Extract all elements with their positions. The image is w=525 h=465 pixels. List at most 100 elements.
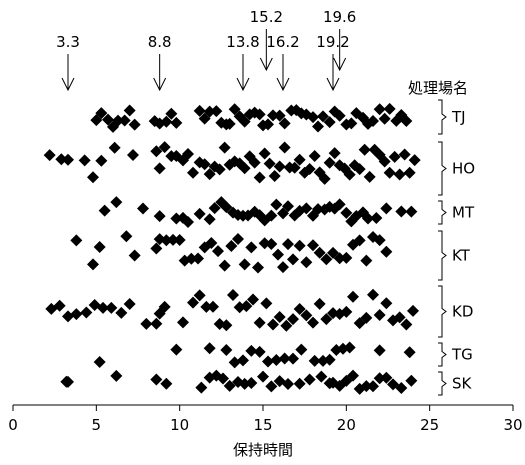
data-point <box>373 344 386 357</box>
data-point <box>323 353 336 366</box>
data-point <box>273 310 286 323</box>
data-point <box>268 170 281 183</box>
data-point <box>223 117 236 130</box>
data-point <box>277 207 289 220</box>
data-point <box>253 171 266 184</box>
data-point <box>333 252 346 265</box>
data-point <box>373 103 386 116</box>
data-point <box>158 141 171 154</box>
data-point <box>105 301 118 314</box>
data-point <box>200 300 213 313</box>
annotation-label: 13.8 <box>226 33 259 51</box>
annotation-label: 15.2 <box>250 8 283 26</box>
group-bracket <box>438 342 447 367</box>
data-point <box>363 170 376 183</box>
data-point <box>118 114 131 127</box>
annotation-label: 19.6 <box>323 8 356 26</box>
data-point <box>167 233 179 246</box>
data-point <box>393 168 406 181</box>
data-point <box>220 319 233 332</box>
data-point <box>112 114 124 127</box>
data-point <box>267 109 279 122</box>
data-point <box>198 158 211 171</box>
data-point <box>367 380 379 393</box>
data-point <box>240 300 253 313</box>
data-point <box>353 234 366 247</box>
data-point <box>97 301 109 314</box>
data-point <box>395 382 408 395</box>
x-tick-label: 10 <box>170 416 189 434</box>
data-point <box>278 117 291 130</box>
data-point <box>245 241 258 254</box>
data-point <box>380 371 393 384</box>
data-point <box>393 311 406 324</box>
data-point <box>272 248 284 261</box>
data-point <box>127 149 139 162</box>
data-point <box>137 202 149 215</box>
data-point <box>237 354 249 367</box>
group-bracket <box>438 141 447 196</box>
data-point <box>153 162 166 175</box>
data-point <box>165 107 178 120</box>
data-point <box>238 162 251 175</box>
data-point <box>383 166 396 179</box>
data-point <box>405 374 418 387</box>
data-point <box>403 346 416 359</box>
data-point <box>220 201 233 214</box>
data-point <box>158 300 171 313</box>
data-point <box>293 153 306 166</box>
data-point <box>253 316 266 329</box>
data-point <box>303 373 316 386</box>
group-label: KT <box>452 247 471 265</box>
data-point <box>265 380 278 393</box>
data-point <box>62 375 74 388</box>
data-point <box>110 196 123 209</box>
data-point <box>270 198 283 211</box>
x-tick-label: 20 <box>337 416 356 434</box>
data-point <box>95 154 108 167</box>
data-point <box>62 153 74 166</box>
data-point <box>307 316 319 329</box>
data-point <box>282 238 294 251</box>
data-point <box>293 302 306 315</box>
data-point <box>277 261 289 274</box>
data-point <box>263 157 276 170</box>
data-point <box>207 300 219 313</box>
data-point <box>380 202 393 215</box>
data-point <box>378 155 391 168</box>
data-point <box>400 114 413 127</box>
data-point <box>53 299 66 312</box>
group-label: TJ <box>451 108 466 126</box>
data-point <box>195 381 208 394</box>
data-point <box>93 355 106 368</box>
data-point <box>360 254 373 267</box>
data-point <box>323 156 336 169</box>
x-ticks: 0 5 10 15 20 25 30 <box>8 405 523 434</box>
annotation-label: 19.2 <box>316 33 349 51</box>
data-point <box>192 252 204 265</box>
data-point <box>403 166 416 179</box>
data-point <box>367 288 379 301</box>
data-point <box>160 377 173 390</box>
data-point <box>170 212 183 225</box>
data-point <box>123 298 136 311</box>
annotation-arrow-head <box>153 77 167 92</box>
x-tick-label: 25 <box>420 416 439 434</box>
x-tick-label: 30 <box>503 416 522 434</box>
data-point <box>312 203 324 216</box>
x-tick-label: 15 <box>253 416 272 434</box>
data-point <box>203 105 216 118</box>
data-point <box>247 293 259 306</box>
data-point <box>328 147 341 160</box>
data-point <box>307 239 319 252</box>
data-point <box>280 319 293 332</box>
data-point <box>360 311 373 324</box>
data-point <box>150 242 163 255</box>
data-point <box>90 114 103 127</box>
group-brackets: TJ HO MT KT KD TG SK <box>438 99 475 396</box>
data-point <box>238 115 251 128</box>
group-label: TG <box>451 346 473 364</box>
data-point <box>345 117 358 130</box>
data-point <box>160 115 173 128</box>
